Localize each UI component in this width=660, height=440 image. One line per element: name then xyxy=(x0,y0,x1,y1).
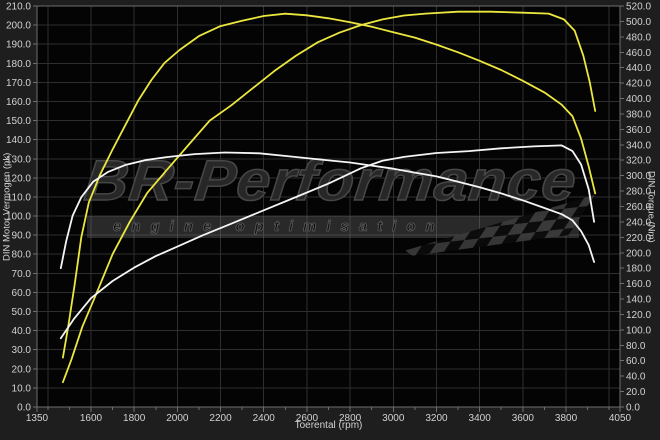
y-right-tick-label: 420.0 xyxy=(626,79,651,90)
y-right-tick-label: 60.0 xyxy=(626,356,646,367)
x-tick-label: 1600 xyxy=(80,413,103,424)
x-tick-label: 2400 xyxy=(253,413,276,424)
x-tick-label: 2200 xyxy=(209,413,232,424)
y-right-tick-label: 0.0 xyxy=(626,403,640,414)
y-right-tick-label: 440.0 xyxy=(626,63,651,74)
y-left-tick-label: 150.0 xyxy=(6,116,31,127)
y-right-tick-label: 280.0 xyxy=(626,187,651,198)
x-tick-label: 3600 xyxy=(512,413,535,424)
y-left-tick-label: 20.0 xyxy=(12,364,32,375)
y-left-tick-label: 120.0 xyxy=(6,173,31,184)
y-right-tick-label: 260.0 xyxy=(626,202,651,213)
y-right-tick-label: 460.0 xyxy=(626,48,651,59)
y-right-tick-label: 340.0 xyxy=(626,140,651,151)
y-left-tick-label: 60.0 xyxy=(12,288,32,299)
y-right-tick-label: 160.0 xyxy=(626,279,651,290)
y-right-tick-label: 240.0 xyxy=(626,217,651,228)
y-left-tick-label: 70.0 xyxy=(12,269,32,280)
y-right-tick-label: 40.0 xyxy=(626,372,646,383)
y-right-tick-label: 320.0 xyxy=(626,156,651,167)
y-right-tick-label: 140.0 xyxy=(626,295,651,306)
y-left-tick-label: 200.0 xyxy=(6,21,31,32)
y-right-tick-label: 20.0 xyxy=(626,387,646,398)
y-left-tick-label: 190.0 xyxy=(6,40,31,51)
y-left-tick-label: 130.0 xyxy=(6,154,31,165)
y-right-tick-label: 380.0 xyxy=(626,109,651,120)
curve-tuned-power xyxy=(62,10,597,384)
y-right-tick-label: 480.0 xyxy=(626,32,651,43)
y-right-tick-label: 120.0 xyxy=(626,310,651,321)
y-left-tick-label: 90.0 xyxy=(12,231,32,242)
curve-stock-power xyxy=(59,144,595,340)
y-left-tick-label: 180.0 xyxy=(6,59,31,70)
y-right-tick-label: 400.0 xyxy=(626,94,651,105)
y-axis-right-title: DIN Torque (Nm) xyxy=(645,170,657,243)
x-axis-title: Toerental (rpm) xyxy=(294,420,363,431)
x-tick-label: 2600 xyxy=(296,413,319,424)
y-left-tick-label: 140.0 xyxy=(6,135,31,146)
y-right-tick-label: 360.0 xyxy=(626,125,651,136)
x-tick-label: 1350 xyxy=(26,413,49,424)
curve-tuned-torque xyxy=(62,12,597,359)
y-right-tick-label: 520.0 xyxy=(626,2,651,13)
y-left-tick-label: 10.0 xyxy=(12,383,32,394)
y-left-tick-label: 40.0 xyxy=(12,326,32,337)
x-tick-label: 3400 xyxy=(469,413,492,424)
x-tick-label: 2000 xyxy=(166,413,189,424)
x-tick-label: 3800 xyxy=(555,413,578,424)
watermark-subtitle: engine optimisation xyxy=(113,218,445,236)
x-tick-label: 3200 xyxy=(425,413,448,424)
x-tick-label: 2800 xyxy=(339,413,362,424)
y-left-tick-label: 100.0 xyxy=(6,212,31,223)
x-tick-label: 3000 xyxy=(382,413,405,424)
y-right-tick-label: 100.0 xyxy=(626,325,651,336)
y-right-tick-label: 220.0 xyxy=(626,233,651,244)
y-right-tick-label: 300.0 xyxy=(626,171,651,182)
y-left-tick-label: 160.0 xyxy=(6,97,31,108)
y-left-tick-label: 50.0 xyxy=(12,307,32,318)
y-right-tick-label: 200.0 xyxy=(626,248,651,259)
y-right-tick-label: 180.0 xyxy=(626,264,651,275)
y-left-tick-label: 30.0 xyxy=(12,345,32,356)
x-tick-label: 1800 xyxy=(123,413,146,424)
y-left-tick-label: 0.0 xyxy=(17,403,31,414)
curve-stock-torque xyxy=(59,151,595,270)
y-left-tick-label: 80.0 xyxy=(12,250,32,261)
y-axis-left-title: DIN Motor Vermogen (pk) xyxy=(1,152,13,261)
y-right-tick-label: 500.0 xyxy=(626,17,651,28)
y-left-tick-label: 210.0 xyxy=(6,2,31,13)
y-left-tick-label: 110.0 xyxy=(7,192,32,203)
y-right-tick-label: 80.0 xyxy=(626,341,646,352)
y-left-tick-label: 170.0 xyxy=(6,78,31,89)
x-tick-label: 4050 xyxy=(609,413,632,424)
